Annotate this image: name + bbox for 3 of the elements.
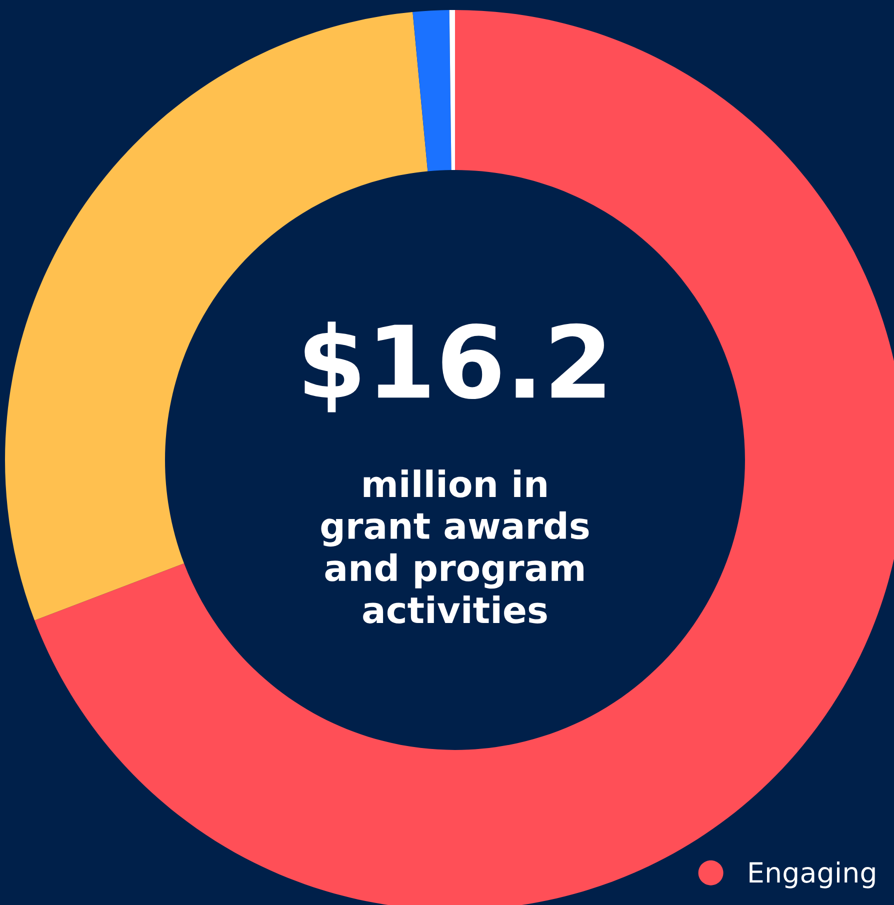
text: $16.2 — [304, 322, 604, 412]
text: million in grant awards and program activities — [321, 470, 589, 624]
legend-label: Engaging — [750, 861, 875, 888]
